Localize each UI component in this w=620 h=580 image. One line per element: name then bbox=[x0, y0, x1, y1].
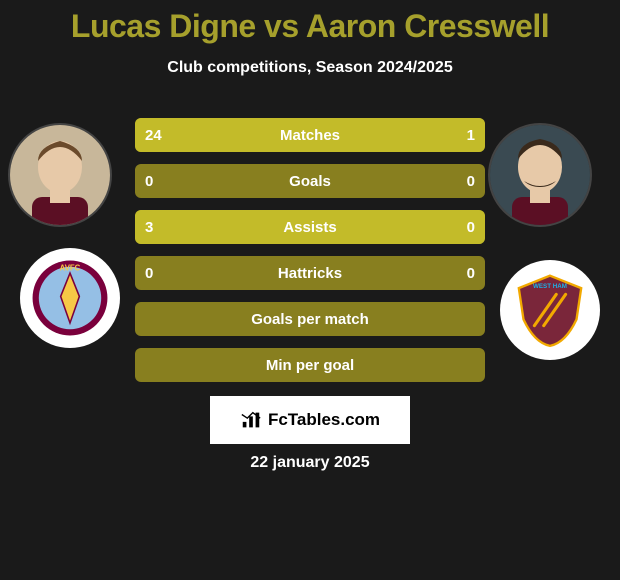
club-left-crest: AVFC bbox=[20, 248, 120, 348]
stat-row: 24 1 Matches bbox=[135, 118, 485, 152]
stat-row: Goals per match bbox=[135, 302, 485, 336]
title-right: Aaron Cresswell bbox=[306, 8, 549, 44]
whu-crest-icon: WEST HAM bbox=[511, 271, 589, 349]
stat-value-right: 0 bbox=[467, 219, 475, 236]
stat-value-left: 0 bbox=[145, 265, 153, 282]
stat-label: Min per goal bbox=[266, 357, 354, 374]
avatar-placeholder-icon bbox=[490, 125, 590, 225]
avfc-crest-icon: AVFC bbox=[31, 259, 109, 337]
player-left-avatar bbox=[8, 123, 112, 227]
subtitle: Club competitions, Season 2024/2025 bbox=[0, 59, 620, 77]
stat-label: Goals per match bbox=[251, 311, 369, 328]
club-right-crest: WEST HAM bbox=[500, 260, 600, 360]
stat-row: Min per goal bbox=[135, 348, 485, 382]
svg-text:AVFC: AVFC bbox=[60, 264, 81, 273]
title-left: Lucas Digne bbox=[71, 8, 256, 44]
stat-row: 3 0 Assists bbox=[135, 210, 485, 244]
chart-icon bbox=[240, 409, 262, 431]
stat-value-right: 1 bbox=[467, 127, 475, 144]
stat-label: Hattricks bbox=[278, 265, 342, 282]
stat-value-left: 3 bbox=[145, 219, 153, 236]
stat-label: Matches bbox=[280, 127, 340, 144]
title-vs: vs bbox=[264, 8, 306, 44]
avatar-placeholder-icon bbox=[10, 125, 110, 225]
brand-badge: FcTables.com bbox=[210, 396, 410, 444]
date-text: 22 january 2025 bbox=[0, 454, 620, 472]
stat-row: 0 0 Hattricks bbox=[135, 256, 485, 290]
stat-value-left: 0 bbox=[145, 173, 153, 190]
stat-value-right: 0 bbox=[467, 173, 475, 190]
svg-text:WEST HAM: WEST HAM bbox=[533, 283, 567, 290]
stat-row: 0 0 Goals bbox=[135, 164, 485, 198]
stat-value-left: 24 bbox=[145, 127, 162, 144]
player-right-avatar bbox=[488, 123, 592, 227]
stat-label: Assists bbox=[283, 219, 336, 236]
comparison-bars: 24 1 Matches 0 0 Goals 3 0 Assists 0 0 Hattricks Goa… bbox=[135, 118, 485, 394]
page-title: Lucas Digne vs Aaron Cresswell bbox=[0, 0, 620, 45]
stat-value-right: 0 bbox=[467, 265, 475, 282]
brand-text: FcTables.com bbox=[268, 410, 380, 430]
stat-label: Goals bbox=[289, 173, 331, 190]
